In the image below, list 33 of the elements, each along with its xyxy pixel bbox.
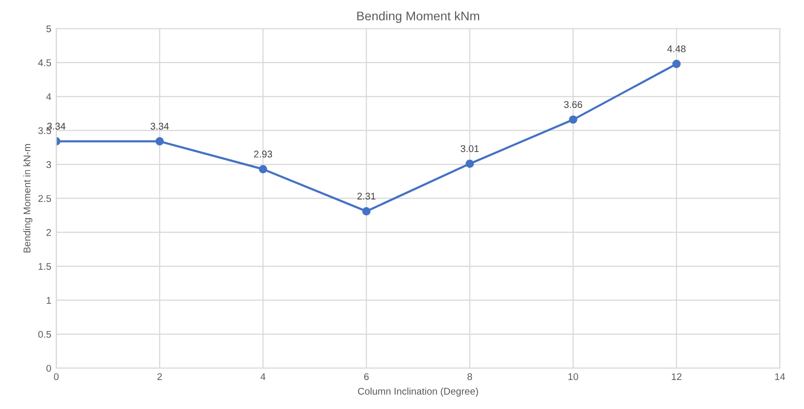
point	[466, 160, 474, 168]
y-tick-label: 4.5	[38, 59, 52, 66]
x-tick-label: 8	[467, 373, 472, 380]
data-label: 3.01	[460, 145, 479, 152]
y-tick-label: 2	[46, 229, 51, 236]
y-tick-label: 3	[46, 161, 51, 168]
point	[155, 137, 164, 146]
chart-title: Bending Moment kNm	[357, 11, 480, 23]
y-axis-title: Bending Moment in kN-m	[23, 144, 32, 252]
data-label: 3.66	[564, 101, 582, 108]
data-label: 2.31	[357, 192, 376, 200]
point	[362, 207, 371, 216]
point	[672, 60, 681, 68]
x-tick-label: 0	[54, 373, 59, 380]
x-axis-title: Column Inclination (Degree)	[358, 388, 478, 397]
data-label: 3.34	[150, 122, 169, 130]
y-tick-label: 1	[46, 297, 51, 304]
data-label: 4.48	[667, 45, 686, 52]
data-label: 2.93	[254, 150, 272, 158]
x-tick-label: 4	[260, 373, 266, 380]
point	[258, 165, 268, 174]
y-tick-label: 2.5	[38, 195, 52, 202]
y-tick-label: 1.5	[38, 263, 52, 270]
y-tick-label: 5	[46, 25, 52, 32]
x-tick-label: 2	[157, 373, 162, 380]
y-tick-label: 4	[46, 93, 52, 100]
x-tick-label: 14	[775, 373, 786, 380]
x-tick-label: 6	[364, 373, 369, 380]
point	[568, 115, 578, 124]
x-tick-label: 10	[568, 373, 578, 380]
y-tick-label: 0	[46, 364, 52, 372]
x-tick-label: 12	[672, 373, 682, 380]
y-tick-label: 0.5	[38, 330, 52, 338]
